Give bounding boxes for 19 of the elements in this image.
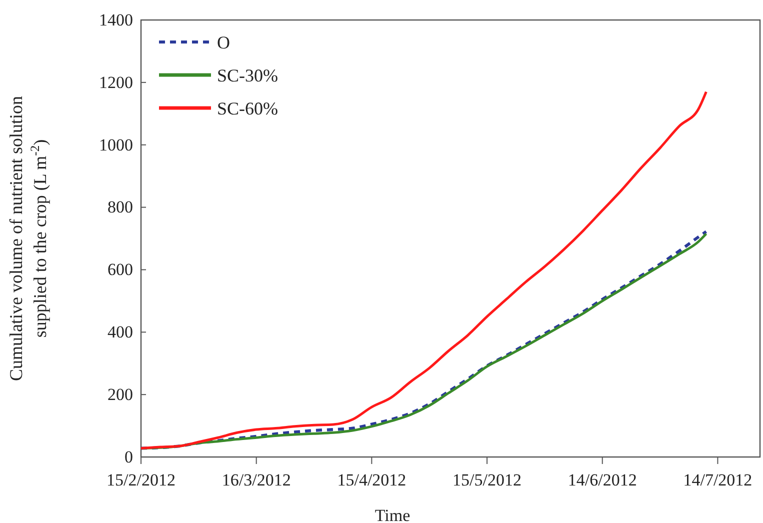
x-tick-label: 14/6/2012 <box>568 470 637 490</box>
y-tick-label: 800 <box>108 198 133 217</box>
y-tick-label: 1400 <box>99 10 133 30</box>
x-axis-title: Time <box>374 506 410 523</box>
legend-label: SC-30% <box>217 65 278 86</box>
y-tick-label: 1200 <box>99 72 133 92</box>
line-series <box>140 90 708 450</box>
legend-label: O <box>217 32 230 52</box>
y-tick-label: 400 <box>108 322 133 342</box>
y-tick-label: 1000 <box>99 135 133 154</box>
x-tick-label: 16/3/2012 <box>222 470 291 490</box>
x-tick-label: 15/5/2012 <box>452 470 522 490</box>
x-tick-label: 14/7/2012 <box>683 470 752 490</box>
y-tick-label: 200 <box>108 385 133 404</box>
x-tick-label: 15/4/2012 <box>337 470 406 490</box>
y-tick-label: 0 <box>124 447 133 466</box>
x-tick-label: 15/2/2012 <box>106 470 176 490</box>
y-tick-label: 600 <box>108 260 133 280</box>
legend-label: SC-60% <box>217 98 278 118</box>
